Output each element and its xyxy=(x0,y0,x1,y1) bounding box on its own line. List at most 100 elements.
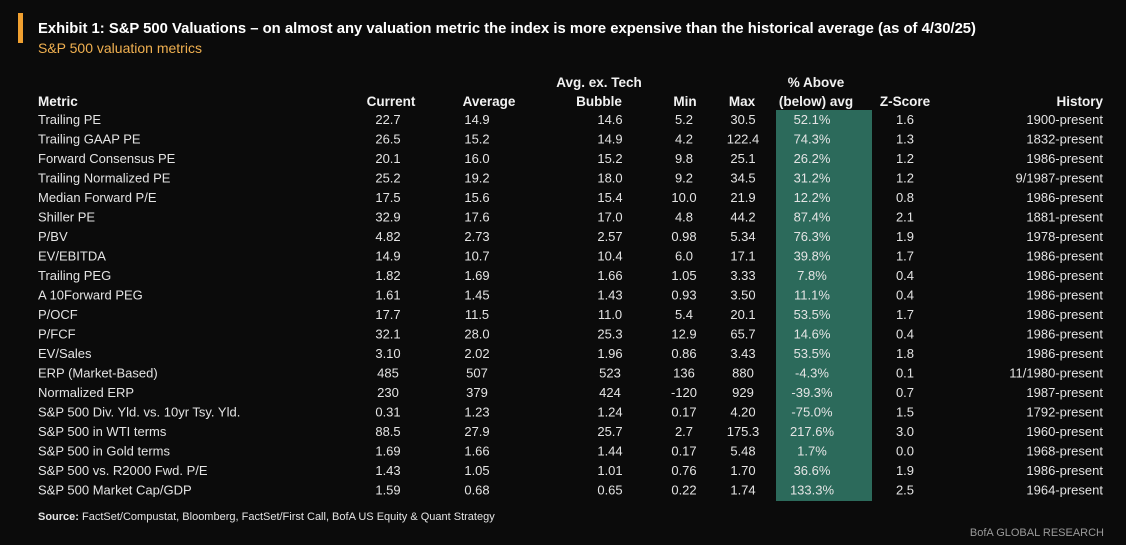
cell: 25.1 xyxy=(730,151,755,166)
cell: 1.5 xyxy=(896,405,914,420)
row-label: A 10Forward PEG xyxy=(38,288,143,303)
cell: 25.7 xyxy=(597,424,622,439)
cell: 9.2 xyxy=(675,171,693,186)
cell: 28.0 xyxy=(464,327,489,342)
cell: 36.6% xyxy=(794,463,831,478)
cell: 17.0 xyxy=(597,210,622,225)
cell: 0.1 xyxy=(896,366,914,381)
cell: 1.96 xyxy=(597,346,622,361)
cell: 1.44 xyxy=(597,444,622,459)
cell: 14.6% xyxy=(794,327,831,342)
cell: 3.0 xyxy=(896,424,914,439)
cell: 1986-present xyxy=(1026,190,1103,205)
source-label: Source: xyxy=(38,511,79,523)
cell: 30.5 xyxy=(730,112,755,127)
cell: 15.4 xyxy=(597,190,622,205)
cell: 175.3 xyxy=(727,424,760,439)
cell: 15.2 xyxy=(464,132,489,147)
cell: 2.57 xyxy=(597,229,622,244)
cell: 17.1 xyxy=(730,249,755,264)
cell: 1.43 xyxy=(375,463,400,478)
cell: 1900-present xyxy=(1026,112,1103,127)
cell: 1792-present xyxy=(1026,405,1103,420)
cell: 122.4 xyxy=(727,132,760,147)
cell: 74.3% xyxy=(794,132,831,147)
cell: 5.4 xyxy=(675,307,693,322)
row-label: EV/Sales xyxy=(38,346,92,361)
cell: 1.66 xyxy=(597,268,622,283)
cell: 379 xyxy=(466,385,488,400)
cell: 523 xyxy=(599,366,621,381)
cell: 44.2 xyxy=(730,210,755,225)
cell: 3.33 xyxy=(730,268,755,283)
cell: 1986-present xyxy=(1026,307,1103,322)
row-label: S&P 500 Div. Yld. vs. 10yr Tsy. Yld. xyxy=(38,405,240,420)
highlight-column xyxy=(776,110,872,501)
row-label: Median Forward P/E xyxy=(38,190,157,205)
cell: 11.5 xyxy=(465,307,489,322)
cell: 9/1987-present xyxy=(1016,171,1104,186)
cell: 1.23 xyxy=(464,405,489,420)
column-header: Current xyxy=(367,94,416,109)
cell: 0.65 xyxy=(597,483,622,498)
cell: 2.73 xyxy=(464,229,489,244)
cell: 0.0 xyxy=(896,444,914,459)
cell: 1.3 xyxy=(896,132,914,147)
cell: 4.2 xyxy=(675,132,693,147)
cell: 1.74 xyxy=(730,483,755,498)
cell: 11.0 xyxy=(598,307,622,322)
cell: 18.0 xyxy=(597,171,622,186)
cell: 880 xyxy=(732,366,754,381)
column-header: Bubble xyxy=(576,94,622,109)
cell: 1.7 xyxy=(896,249,914,264)
cell: 6.0 xyxy=(675,249,693,264)
cell: 0.31 xyxy=(375,405,400,420)
cell: 1964-present xyxy=(1026,483,1103,498)
cell: 2.1 xyxy=(896,210,914,225)
cell: 0.68 xyxy=(464,483,489,498)
cell: 12.9 xyxy=(671,327,696,342)
cell: 88.5 xyxy=(375,424,400,439)
cell: 27.9 xyxy=(464,424,489,439)
cell: 0.7 xyxy=(896,385,914,400)
row-label: S&P 500 in WTI terms xyxy=(38,424,167,439)
cell: 11.1% xyxy=(794,288,830,303)
cell: 31.2% xyxy=(794,171,831,186)
column-header: Z-Score xyxy=(880,94,931,109)
cell: 25.2 xyxy=(375,171,400,186)
cell: 1.9 xyxy=(896,229,914,244)
row-label: P/BV xyxy=(38,229,68,244)
column-header: Max xyxy=(729,94,756,109)
cell: 10.7 xyxy=(464,249,489,264)
cell: 1.05 xyxy=(464,463,489,478)
cell: 1.05 xyxy=(671,268,696,283)
cell: 0.4 xyxy=(896,268,914,283)
cell: 14.9 xyxy=(597,132,622,147)
row-label: Shiller PE xyxy=(38,210,95,225)
cell: 1986-present xyxy=(1026,346,1103,361)
cell: 34.5 xyxy=(730,171,755,186)
cell: 1987-present xyxy=(1026,385,1103,400)
cell: 929 xyxy=(732,385,754,400)
cell: 2.02 xyxy=(464,346,489,361)
cell: 2.5 xyxy=(896,483,914,498)
cell: 17.6 xyxy=(464,210,489,225)
cell: 1986-present xyxy=(1026,249,1103,264)
cell: 0.8 xyxy=(896,190,914,205)
cell: 217.6% xyxy=(790,424,835,439)
row-label: Trailing Normalized PE xyxy=(38,171,171,186)
cell: 12.2% xyxy=(794,190,831,205)
cell: -39.3% xyxy=(791,385,833,400)
cell: 10.4 xyxy=(597,249,622,264)
cell: 0.4 xyxy=(896,288,914,303)
cell: 1.7 xyxy=(896,307,914,322)
cell: 1.9 xyxy=(896,463,914,478)
accent-bar xyxy=(18,13,23,43)
column-header: Average xyxy=(463,94,516,109)
cell: 1881-present xyxy=(1026,210,1103,225)
row-label: S&P 500 vs. R2000 Fwd. P/E xyxy=(38,463,208,478)
cell: 1.69 xyxy=(375,444,400,459)
row-label: Trailing GAAP PE xyxy=(38,132,141,147)
cell: 1.2 xyxy=(896,151,914,166)
